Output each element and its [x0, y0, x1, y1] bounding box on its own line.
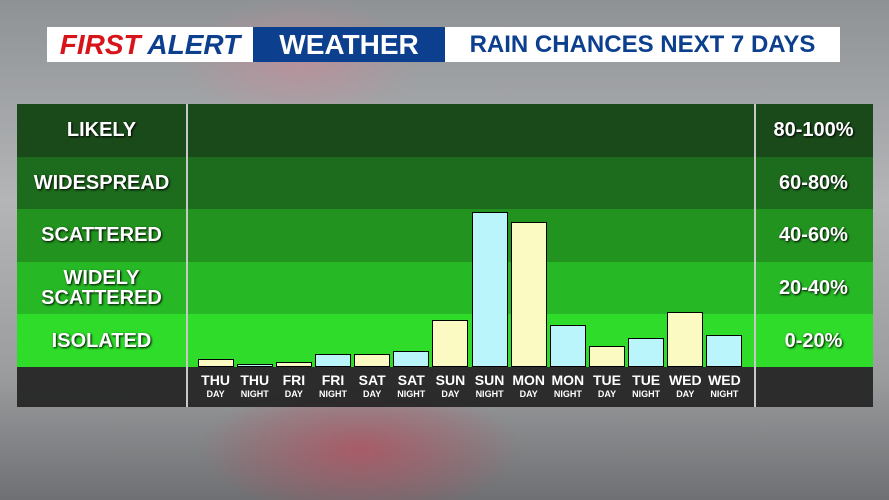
divider: [754, 104, 756, 407]
band: [17, 261, 873, 315]
x-tick-label: TUE: [593, 372, 621, 388]
band-label: WIDESPREAD: [33, 171, 170, 194]
x-tick-period: NIGHT: [632, 389, 661, 399]
band-range: 60-80%: [779, 171, 848, 194]
band-label: SCATTERED: [41, 224, 162, 247]
x-tick-period: DAY: [206, 389, 225, 399]
brand-alert: ALERT: [147, 29, 241, 60]
x-tick-label: SAT: [397, 372, 425, 388]
x-tick-label: THU: [201, 372, 230, 388]
x-tick-period: NIGHT: [710, 389, 739, 399]
brand: FIRST ALERT: [47, 27, 253, 62]
x-tick-label: WED: [668, 372, 702, 388]
band-label: LIKELY: [66, 119, 137, 142]
axis-row: [17, 367, 873, 407]
bar: [706, 335, 743, 367]
bar: [628, 338, 665, 367]
bar: [549, 324, 586, 367]
x-tick-period: NIGHT: [240, 389, 269, 399]
bar: [315, 353, 351, 367]
brand-first: FIRST: [59, 29, 141, 60]
x-tick-label: MON: [512, 372, 546, 388]
bar: [432, 319, 469, 367]
bar: [471, 211, 508, 367]
band: [17, 104, 873, 157]
band-range: 20-40%: [779, 277, 848, 300]
subtitle: RAIN CHANCES NEXT 7 DAYS: [445, 27, 840, 62]
x-tick-label: WED: [708, 372, 741, 388]
x-tick-label: MON: [551, 372, 585, 388]
bar: [393, 351, 430, 367]
x-tick-label: SAT: [358, 372, 386, 388]
x-tick-period: DAY: [284, 389, 303, 399]
divider: [186, 104, 188, 407]
x-tick-label: SUN: [435, 372, 466, 388]
weather-label: WEATHER: [253, 27, 445, 62]
x-tick-label: FRI: [282, 372, 306, 388]
bar: [354, 353, 391, 367]
x-tick-label: FRI: [321, 372, 345, 388]
x-tick-period: DAY: [441, 389, 460, 399]
bar: [510, 222, 547, 367]
bar: [197, 359, 234, 367]
band-range: 40-60%: [779, 224, 848, 247]
band-label: ISOLATED: [51, 329, 152, 352]
band-range: 0-20%: [784, 329, 843, 352]
band: [17, 156, 873, 210]
band-range: 80-100%: [773, 119, 854, 142]
x-tick-period: DAY: [676, 389, 695, 399]
x-tick-period: DAY: [597, 389, 617, 399]
band: [17, 209, 873, 262]
bar: [667, 311, 704, 367]
x-tick-label: SUN: [474, 372, 505, 388]
x-tick-period: NIGHT: [397, 389, 426, 399]
bar: [275, 361, 312, 367]
x-tick-period: NIGHT: [319, 389, 347, 399]
x-tick-period: DAY: [519, 389, 538, 399]
x-tick-period: DAY: [363, 389, 382, 399]
bar: [236, 364, 273, 367]
band-label: WIDELY SCATTERED: [41, 267, 162, 310]
x-tick-label: TUE: [632, 372, 661, 388]
x-tick-label: THU: [240, 372, 270, 388]
bar: [589, 345, 625, 367]
x-tick-period: NIGHT: [475, 389, 504, 399]
x-tick-period: NIGHT: [553, 389, 582, 399]
